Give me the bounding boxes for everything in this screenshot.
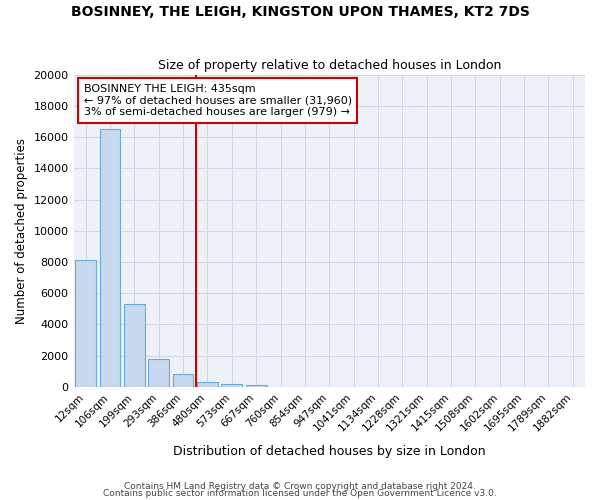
Bar — [100, 129, 121, 387]
Text: BOSINNEY THE LEIGH: 435sqm
← 97% of detached houses are smaller (31,960)
3% of s: BOSINNEY THE LEIGH: 435sqm ← 97% of deta… — [84, 84, 352, 117]
Text: Contains HM Land Registry data © Crown copyright and database right 2024.: Contains HM Land Registry data © Crown c… — [124, 482, 476, 491]
Text: Contains public sector information licensed under the Open Government Licence v3: Contains public sector information licen… — [103, 490, 497, 498]
Title: Size of property relative to detached houses in London: Size of property relative to detached ho… — [158, 59, 501, 72]
Bar — [76, 260, 96, 387]
Bar — [246, 384, 266, 387]
Bar — [173, 374, 193, 387]
Text: BOSINNEY, THE LEIGH, KINGSTON UPON THAMES, KT2 7DS: BOSINNEY, THE LEIGH, KINGSTON UPON THAME… — [71, 5, 529, 19]
Bar — [124, 304, 145, 387]
Bar — [221, 384, 242, 387]
Bar — [148, 359, 169, 387]
Bar — [197, 382, 218, 387]
X-axis label: Distribution of detached houses by size in London: Distribution of detached houses by size … — [173, 444, 485, 458]
Y-axis label: Number of detached properties: Number of detached properties — [15, 138, 28, 324]
